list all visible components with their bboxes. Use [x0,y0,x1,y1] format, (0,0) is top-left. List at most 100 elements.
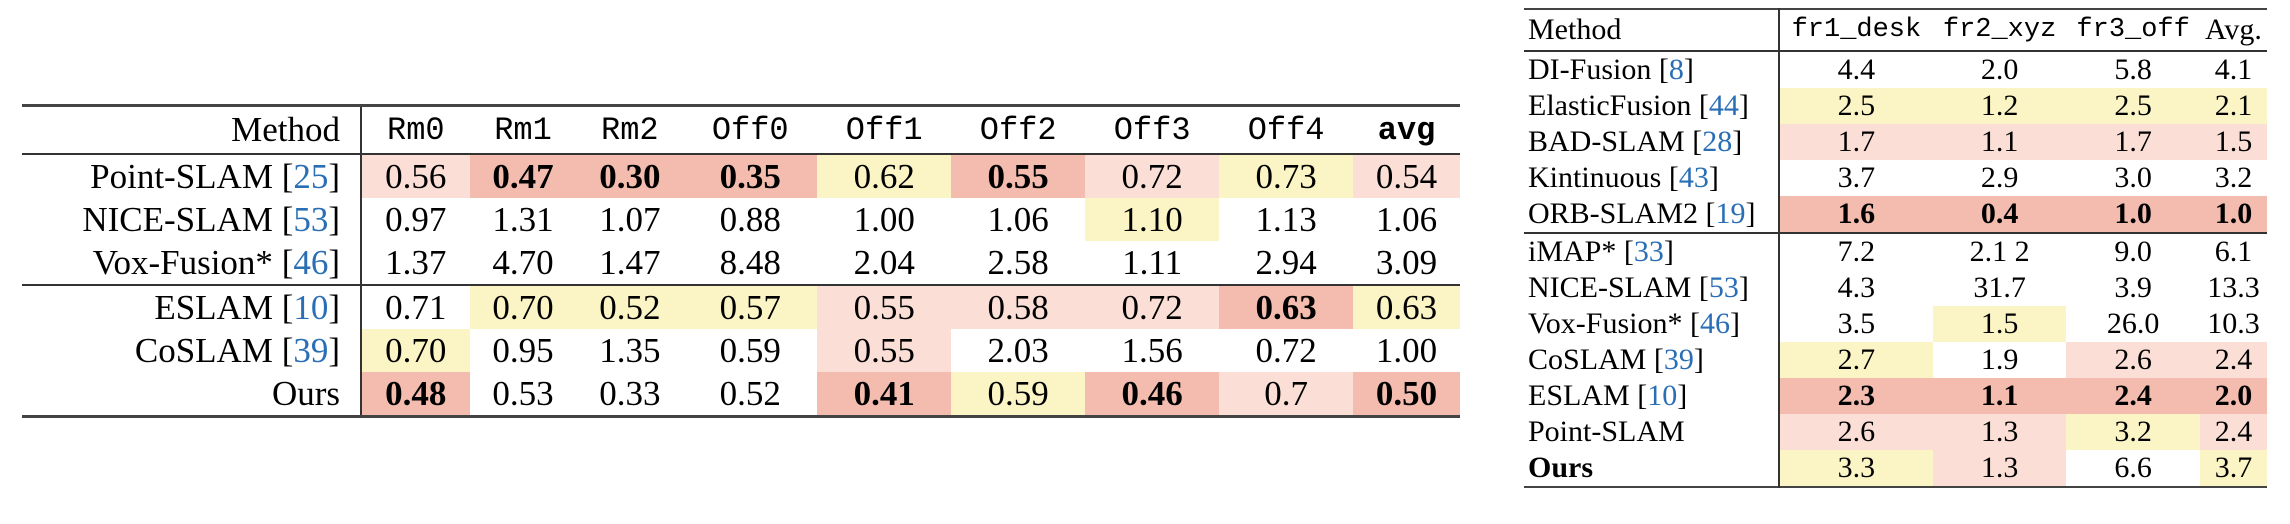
value-cell: 0.73 [1219,154,1354,198]
value-cell: 2.4 [2199,414,2267,450]
value-cell: 0.88 [719,199,781,239]
citation-link[interactable]: 53 [293,199,329,239]
method-cell: Ours [1524,450,1780,487]
value-cell: 0.72 [1085,284,1220,329]
column-header-off3: Off3 [1085,105,1220,155]
citation-link[interactable]: 44 [1708,89,1739,122]
value-cell: 0.63 [1219,284,1354,329]
value-cell: 2.5 [1779,88,1933,124]
value-cell: 0.7 [1219,372,1354,417]
value-cell: 3.3 [1779,450,1933,487]
value-cell: 26.0 [2106,307,2160,340]
value-cell: 1.06 [1375,199,1438,239]
citation-link[interactable]: 46 [293,242,329,282]
method-cell: Kintinuous [43] [1524,160,1780,196]
value-cell: 2.1 2 [1932,232,2067,270]
method-name: ESLAM [154,287,273,327]
value-cell: 0.55 [817,284,952,329]
value-cell: 3.0 [2114,161,2152,194]
method-cell: iMAP* [33] [1524,232,1780,270]
column-header-rm0: Rm0 [361,105,470,155]
value-cell: 1.0 [2199,196,2267,233]
method-name: Kintinuous [1528,161,1662,194]
method-cell: Ours [22,372,362,417]
citation-link[interactable]: 43 [1678,161,1709,194]
value-cell: 4.1 [2214,53,2253,86]
method-cell: Vox-Fusion* [46] [22,241,362,285]
citation-link[interactable]: 28 [1702,125,1733,158]
table-row: DI-Fusion [8] 4.4 2.0 5.8 4.1 [1524,51,2267,88]
value-cell: 2.7 [1779,342,1933,378]
value-cell: 2.94 [1255,242,1317,282]
value-cell: 8.48 [719,242,781,282]
method-name: iMAP* [1528,235,1617,268]
citation-link[interactable]: 53 [1708,271,1739,304]
citation-link[interactable]: 39 [293,330,329,370]
value-cell: 0.52 [576,284,684,329]
citation-link[interactable]: 46 [1699,307,1730,340]
method-cell: ESLAM [10] [1524,378,1780,414]
column-header-avg: avg [1353,105,1460,155]
value-cell: 3.7 [1837,161,1876,194]
value-cell: 1.9 [1980,343,2019,376]
column-header-off0: Off0 [683,105,818,155]
value-cell: 0.48 [361,372,470,417]
value-cell: 0.59 [719,330,781,370]
value-cell: 0.30 [576,154,684,198]
table-row: NICE-SLAM [53] 4.3 31.7 3.9 13.3 [1524,270,2267,306]
value-cell: 1.7 [2066,124,2200,160]
value-cell: 2.58 [987,242,1049,282]
method-name: CoSLAM [1528,343,1647,376]
method-cell: NICE-SLAM [53] [22,198,362,241]
value-cell: 1.06 [987,199,1049,239]
citation-link[interactable]: 10 [1647,379,1678,412]
value-cell: 3.9 [2114,271,2152,304]
value-cell: 2.4 [2199,342,2267,378]
table-row: ESLAM [10] 2.3 1.1 2.4 2.0 [1524,378,2267,414]
value-cell: 2.6 [2066,342,2200,378]
method-name: NICE-SLAM [82,199,273,239]
method-name: Vox-Fusion* [92,242,273,282]
table-row: CoSLAM [39] 2.7 1.9 2.6 2.4 [1524,342,2267,378]
value-cell: 0.63 [1353,284,1460,329]
value-cell: 1.5 [2199,124,2267,160]
value-cell: 2.4 [2066,378,2200,414]
value-cell: 0.95 [492,330,554,370]
value-cell: 0.53 [492,373,554,413]
value-cell: 4.4 [1837,53,1876,86]
method-cell: ElasticFusion [44] [1524,88,1780,124]
column-header-rm2: Rm2 [576,105,684,155]
citation-link[interactable]: 8 [1668,53,1684,86]
citation-link[interactable]: 25 [293,156,329,196]
table-header-row: Method fr1_desk fr2_xyz fr3_off Avg. [1524,9,2267,52]
citation-link[interactable]: 19 [1715,197,1746,230]
value-cell: 10.3 [2207,307,2260,340]
method-name: Ours [271,373,340,413]
column-header-avg: Avg. [2199,9,2267,52]
method-name: Vox-Fusion* [1528,307,1683,340]
value-cell: 0.57 [683,284,818,329]
value-cell: 0.55 [951,154,1086,198]
citation-link[interactable]: 39 [1663,343,1694,376]
citation-link[interactable]: 33 [1633,235,1664,268]
value-cell: 0.56 [361,154,470,198]
value-cell: 1.11 [1122,242,1183,282]
value-cell: 1.13 [1255,199,1317,239]
value-cell: 1.00 [853,199,915,239]
value-cell: 3.2 [2066,414,2200,450]
table-header-row: Method Rm0 Rm1 Rm2 Off0 Off1 Off2 Off3 O… [22,105,1460,155]
value-cell: 3.5 [1837,307,1876,340]
column-header-off4: Off4 [1219,105,1354,155]
method-cell: Point-SLAM [25] [22,154,362,198]
value-cell: 6.1 [2199,232,2267,270]
table-row: Point-SLAM [25] 0.56 0.47 0.30 0.35 0.62… [22,154,1460,198]
value-cell: 2.04 [853,242,915,282]
value-cell: 1.7 [1779,124,1933,160]
value-cell: 2.9 [1980,161,2019,194]
value-cell: 0.55 [817,329,952,372]
value-cell: 0.46 [1085,372,1220,417]
value-cell: 0.50 [1353,372,1460,417]
column-header-method: Method [1524,9,1780,52]
value-cell: 1.1 [1932,124,2067,160]
citation-link[interactable]: 10 [293,287,329,327]
